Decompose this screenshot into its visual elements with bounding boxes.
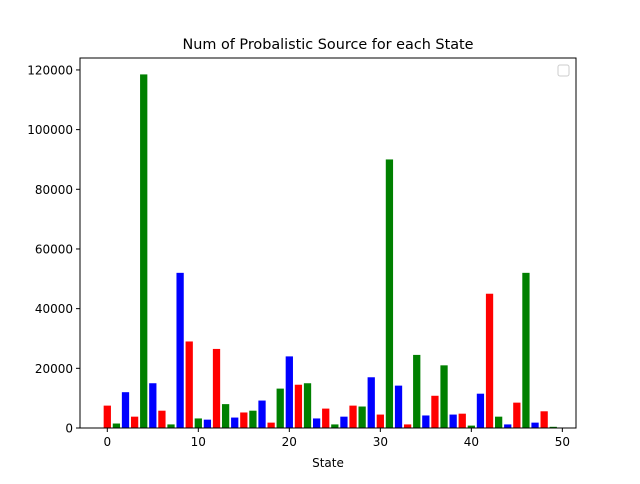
bar-state-40 [467, 425, 475, 428]
bar-state-42 [485, 293, 494, 428]
bar-state-47 [531, 422, 539, 428]
bar-state-5 [149, 383, 157, 428]
y-tick-label: 60000 [35, 242, 73, 256]
bar-state-7 [167, 424, 175, 428]
chart-title: Num of Probalistic Source for each State [182, 37, 473, 53]
x-tick-label: 0 [103, 435, 111, 449]
bar-state-16 [249, 410, 257, 428]
y-tick-label: 20000 [35, 362, 73, 376]
bar-state-22 [303, 383, 312, 428]
bar-state-20 [285, 356, 293, 428]
bar-state-26 [340, 416, 348, 428]
bar-state-36 [431, 395, 439, 428]
bar-state-28 [358, 406, 366, 428]
bar-state-35 [422, 415, 430, 428]
bar-state-29 [367, 377, 375, 428]
bar-state-24 [322, 408, 330, 428]
x-tick-label: 20 [282, 435, 297, 449]
bar-state-23 [312, 418, 321, 428]
bar-state-17 [258, 400, 266, 428]
y-tick-label: 40000 [35, 302, 73, 316]
bar-state-25 [331, 424, 339, 428]
plot-frame [79, 57, 577, 429]
bar-state-13 [221, 404, 230, 428]
bar-state-45 [513, 402, 521, 428]
x-axis-label: State [312, 456, 344, 470]
y-tick-label: 80000 [35, 183, 73, 197]
bar-state-32 [394, 385, 403, 428]
bar-state-49 [549, 426, 557, 428]
bar-state-12 [212, 348, 221, 428]
y-tick-label: 100000 [27, 123, 73, 137]
bar-state-4 [140, 74, 148, 428]
bar-state-30 [376, 414, 384, 428]
bar-state-41 [476, 393, 485, 428]
x-axis-ticks: 0 10 20 30 40 50 [103, 428, 570, 449]
bar-state-43 [495, 416, 503, 428]
bar-state-27 [349, 405, 357, 428]
bar-state-11 [203, 419, 212, 428]
legend [557, 64, 570, 77]
bar-state-10 [194, 418, 202, 428]
bars-group [103, 74, 557, 428]
y-axis-ticks: 0 20000 40000 60000 80000 100000 120000 [27, 63, 80, 436]
bar-state-39 [458, 413, 466, 428]
bar-state-46 [522, 272, 530, 428]
bar-state-21 [294, 384, 303, 428]
x-tick-label: 40 [464, 435, 479, 449]
bar-state-6 [158, 410, 166, 428]
bar-state-48 [540, 411, 548, 428]
y-tick-label: 120000 [27, 63, 73, 77]
bar-state-38 [449, 414, 457, 428]
bar-state-0 [103, 405, 111, 428]
bar-state-37 [440, 365, 448, 428]
bar-state-18 [267, 422, 275, 428]
bar-state-8 [176, 272, 184, 428]
bar-state-19 [276, 388, 284, 428]
x-tick-label: 50 [555, 435, 570, 449]
bar-state-2 [121, 392, 130, 428]
bar-state-3 [130, 416, 139, 428]
y-tick-label: 0 [65, 422, 73, 436]
bar-state-44 [504, 424, 512, 428]
bar-state-9 [185, 341, 193, 428]
x-tick-label: 30 [373, 435, 388, 449]
bar-state-33 [403, 424, 412, 428]
bar-state-15 [240, 412, 248, 428]
bar-state-34 [413, 354, 421, 428]
bar-state-14 [231, 417, 239, 428]
x-tick-label: 10 [191, 435, 206, 449]
legend-box [557, 64, 570, 77]
bar-state-31 [385, 159, 394, 428]
bar-state-1 [112, 423, 121, 428]
